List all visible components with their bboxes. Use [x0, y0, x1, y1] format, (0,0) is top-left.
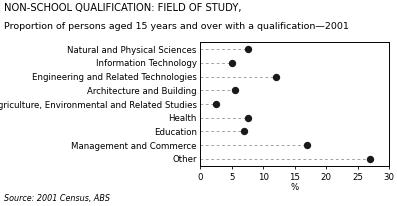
Text: Health: Health — [168, 114, 197, 123]
Text: Proportion of persons aged 15 years and over with a qualification—2001: Proportion of persons aged 15 years and … — [4, 22, 349, 30]
Text: Management and Commerce: Management and Commerce — [71, 141, 197, 150]
Text: Information Technology: Information Technology — [96, 59, 197, 68]
Text: Engineering and Related Technologies: Engineering and Related Technologies — [32, 73, 197, 82]
Point — [232, 89, 238, 92]
Point — [273, 76, 279, 79]
Point — [245, 48, 251, 52]
Text: Source: 2001 Census, ABS: Source: 2001 Census, ABS — [4, 193, 110, 202]
Text: Agriculture, Environmental and Related Studies: Agriculture, Environmental and Related S… — [0, 100, 197, 109]
Point — [304, 144, 310, 147]
Text: Education: Education — [154, 127, 197, 136]
Point — [213, 103, 220, 106]
Point — [367, 157, 373, 161]
Text: Natural and Physical Sciences: Natural and Physical Sciences — [67, 46, 197, 55]
Point — [241, 130, 248, 133]
Point — [229, 62, 235, 65]
X-axis label: %: % — [291, 182, 299, 191]
Text: Other: Other — [172, 154, 197, 164]
Text: NON-SCHOOL QUALIFICATION: FIELD OF STUDY,: NON-SCHOOL QUALIFICATION: FIELD OF STUDY… — [4, 3, 241, 13]
Point — [245, 117, 251, 120]
Text: Architecture and Building: Architecture and Building — [87, 87, 197, 95]
